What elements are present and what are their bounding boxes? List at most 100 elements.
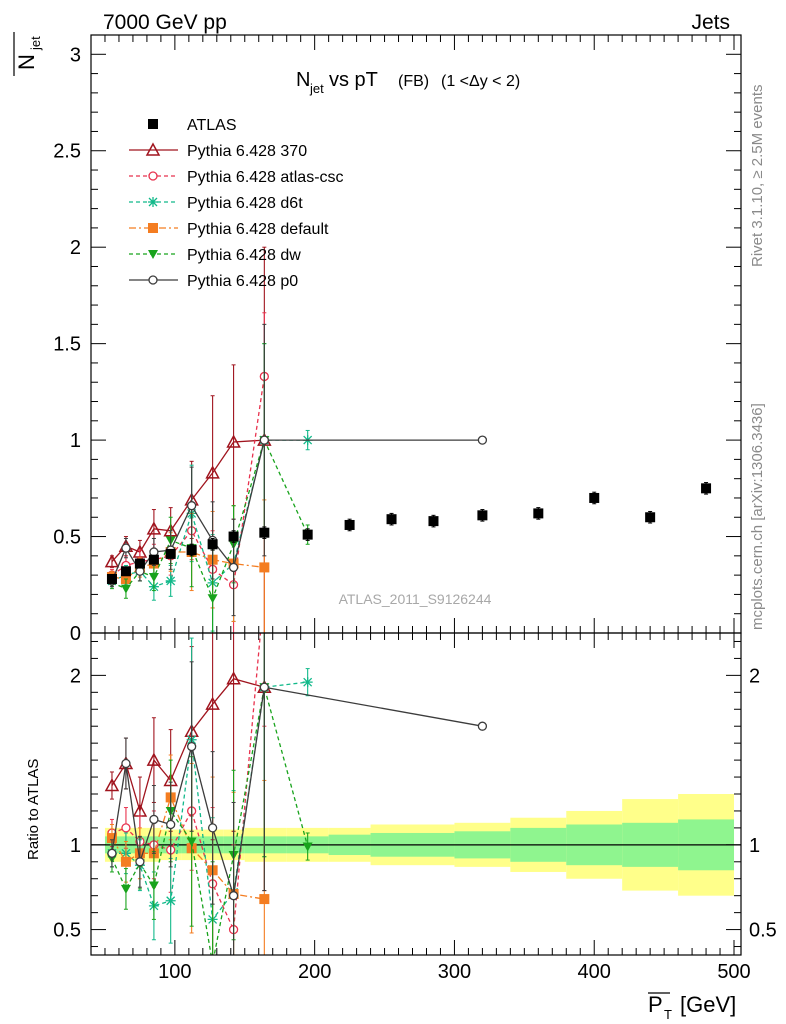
main-point-pythia-6-428-p0: [259, 435, 269, 445]
main-series-pythia-6-428-dw: [106, 343, 313, 633]
main-point-pythia-6-428-p0: [186, 501, 197, 511]
legend-marker: [148, 119, 158, 129]
ratio-point-pythia-6-428-dw: [148, 881, 159, 891]
ratio-series-pythia-6-428-dw: [106, 633, 313, 968]
tick-label: 1: [70, 430, 81, 452]
legend-marker: [148, 197, 158, 207]
ratio-series-pythia-6-428-atlas-csc: [107, 633, 267, 955]
main-point-atlas: [386, 514, 397, 525]
header-right: Jets: [691, 11, 730, 34]
tick-label: 1: [70, 835, 81, 857]
ratio-point-pythia-6-428-default: [106, 833, 117, 844]
tick-label: 1: [749, 835, 760, 857]
main-point-pythia-6-428-dw: [148, 573, 159, 583]
legend-marker: [148, 275, 158, 285]
axis-ticks: 0 0.5 1 1.5 2 2.5 3 0.5 0.5 1 1 2 2 100 200 300 400 500: [53, 35, 777, 983]
main-line-pythia-6-428-p0: [111, 439, 483, 582]
tick-label: 0.5: [53, 920, 81, 942]
tick-label: 100: [158, 961, 191, 983]
tick-label: 3: [70, 44, 81, 66]
legend-label: Pythia 6.428 370: [187, 143, 307, 160]
chart-title-fb: (FB): [398, 73, 429, 90]
ratio-series-pythia-6-428-p0: [107, 633, 488, 955]
main-point-atlas: [428, 516, 439, 527]
tick-label: 500: [717, 961, 750, 983]
ratio-point-pythia-6-428-p0: [228, 891, 239, 901]
chart-title-vs: vs pT: [329, 69, 378, 91]
tick-label: 1.5: [53, 334, 81, 356]
mcplots-reference-text: mcplots.cern.ch [arXiv:1306.3436]: [749, 403, 766, 630]
main-series-pythia-6-428-p0: [107, 323, 488, 617]
main-point-atlas: [344, 519, 355, 530]
rivet-version-text: Rivet 3.1.10, ≥ 2.5M events: [749, 85, 766, 268]
main-ylabel-symbol: N: [14, 54, 39, 70]
x-axis-label: P T [GeV]: [648, 992, 736, 1022]
main-point-atlas: [106, 573, 117, 584]
main-series-pythia-6-428-atlas-csc: [107, 312, 269, 633]
main-point-atlas: [120, 566, 131, 577]
tick-label: 2: [749, 665, 760, 687]
ratio-series-layer: [104, 633, 488, 968]
ratio-point-pythia-6-428-default: [259, 894, 270, 905]
ratio-point-pythia-6-428-p0: [207, 823, 218, 833]
main-point-pythia-6-428-dw: [207, 594, 218, 604]
ratio-point-pythia-6-428-370: [205, 696, 220, 710]
ratio-point-pythia-6-428-p0: [166, 819, 176, 830]
ratio-point-pythia-6-428-p0: [135, 857, 145, 867]
main-point-atlas: [302, 529, 313, 540]
main-point-atlas: [589, 492, 600, 503]
legend-marker: [148, 223, 158, 233]
main-point-atlas: [186, 545, 197, 556]
x-axis-label-unit: [GeV]: [680, 992, 736, 1017]
legend-label: Pythia 6.428 p0: [187, 273, 298, 290]
legend-item-pythia-6-428-dw: Pythia 6.428 dw: [129, 247, 301, 264]
ratio-point-pythia-6-428-atlas-csc: [121, 823, 131, 833]
tick-label: 300: [438, 961, 471, 983]
main-line-pythia-6-428-dw: [111, 438, 309, 601]
main-point-atlas: [165, 548, 176, 559]
tick-label: 2: [70, 665, 81, 687]
tick-label: 0: [70, 623, 81, 645]
ratio-point-pythia-6-428-d6t: [302, 677, 313, 688]
main-point-atlas: [228, 531, 239, 542]
header-left: 7000 GeV pp: [103, 11, 227, 34]
ratio-line-pythia-6-428-dw: [111, 687, 309, 955]
main-point-pythia-6-428-370: [226, 434, 241, 448]
chart-title-range: (1 <Δy < 2): [441, 73, 520, 90]
tick-label: 2: [70, 237, 81, 259]
ratio-point-pythia-6-428-dw: [120, 884, 131, 894]
main-series-pythia-6-428-d6t: [106, 343, 313, 632]
main-point-atlas: [701, 483, 712, 494]
legend-label: ATLAS: [187, 117, 237, 134]
legend-item-pythia-6-428-370: Pythia 6.428 370: [129, 142, 307, 160]
main-point-atlas: [207, 539, 218, 550]
main-series-atlas: [106, 482, 712, 584]
tick-label: 2.5: [53, 141, 81, 163]
main-point-pythia-6-428-370: [146, 521, 162, 535]
x-axis-label-symbol: P: [648, 992, 663, 1017]
main-ylabel-sub: jet: [28, 36, 43, 51]
legend-item-pythia-6-428-p0: Pythia 6.428 p0: [129, 273, 298, 290]
ratio-point-pythia-6-428-default: [120, 856, 131, 867]
chart-title: N jet vs pT (FB) (1 <Δy < 2): [296, 69, 520, 96]
main-point-atlas: [148, 554, 159, 565]
main-line-pythia-6-428-atlas-csc: [111, 376, 265, 586]
main-point-pythia-6-428-370: [104, 554, 120, 568]
ratio-point-pythia-6-428-dw: [208, 959, 218, 968]
ratio-point-pythia-6-428-p0: [477, 721, 488, 731]
ratio-point-pythia-6-428-p0: [107, 848, 117, 858]
tick-label: 0.5: [749, 920, 777, 942]
main-point-atlas: [134, 558, 145, 569]
tick-label: 0.5: [53, 527, 81, 549]
main-point-pythia-6-428-p0: [477, 435, 488, 445]
legend: ATLAS Pythia 6.428 370 Pythia 6.428 atlas-…: [129, 117, 344, 290]
legend-item-atlas: ATLAS: [148, 117, 237, 134]
tick-label: 200: [298, 961, 331, 983]
main-point-atlas: [533, 508, 544, 519]
main-point-pythia-6-428-370: [205, 465, 220, 479]
legend-label: Pythia 6.428 dw: [187, 247, 301, 264]
legend-label: Pythia 6.428 atlas-csc: [187, 169, 344, 186]
legend-item-pythia-6-428-atlas-csc: Pythia 6.428 atlas-csc: [129, 169, 344, 186]
legend-label: Pythia 6.428 default: [187, 221, 329, 238]
main-point-atlas: [477, 510, 488, 521]
